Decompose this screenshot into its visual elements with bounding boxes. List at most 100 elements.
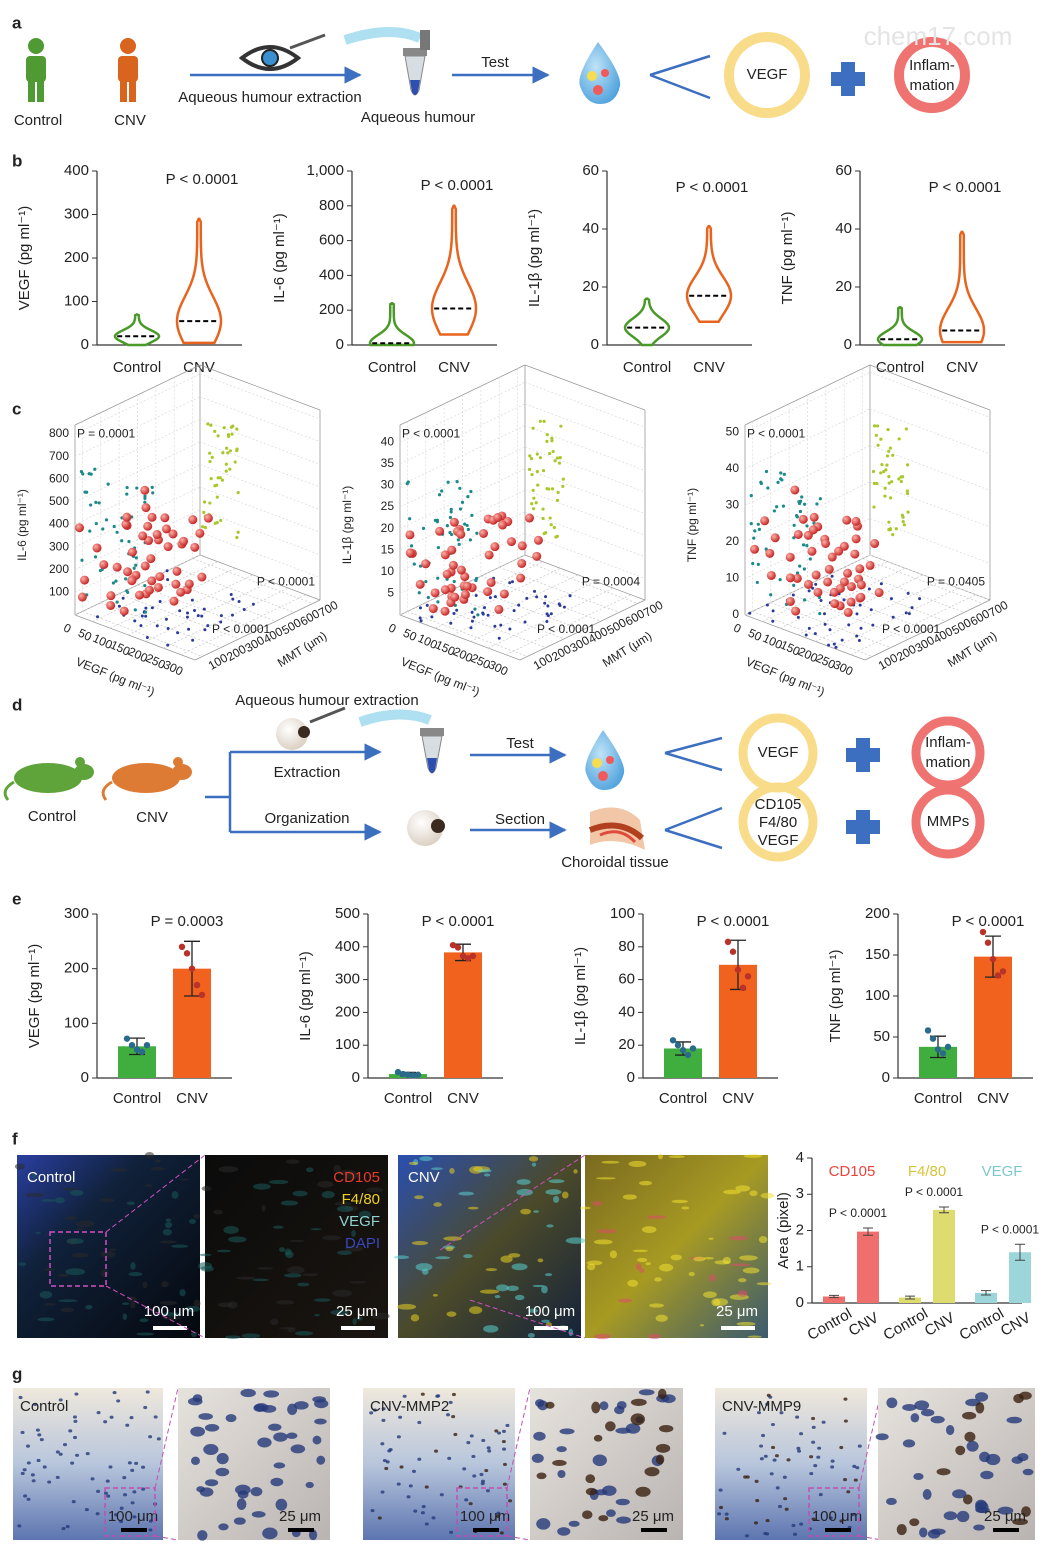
decorative-texture [886, 1497, 897, 1506]
decorative-texture [314, 1314, 320, 1317]
decorative-sphere [147, 512, 157, 522]
decorative-texture [799, 1522, 804, 1526]
decorative-texture [979, 1451, 991, 1463]
decorative-texture [743, 1475, 748, 1479]
decorative-texture [322, 1235, 342, 1241]
y-tick-label: 300 [64, 905, 89, 922]
decorative-dot [126, 590, 130, 595]
decorative-texture [197, 1530, 208, 1541]
decorative-dot [176, 631, 180, 635]
decorative-texture [466, 1441, 471, 1445]
decorative-texture [384, 1466, 389, 1471]
decorative-texture [484, 1468, 489, 1473]
decorative-texture [132, 1515, 137, 1519]
micrograph [585, 1155, 768, 1338]
p-value: P < 0.0001 [421, 177, 494, 194]
decorative-texture [632, 1249, 648, 1253]
decorative-texture [902, 1403, 917, 1411]
label: CNV [114, 112, 146, 129]
decorative-sphere [106, 591, 116, 601]
decorative-texture [292, 1190, 308, 1197]
decorative-texture [109, 1415, 114, 1419]
decorative-dot [832, 642, 836, 646]
decorative-dot [445, 524, 449, 528]
decorative-dot [497, 636, 501, 640]
decorative-texture [930, 1528, 946, 1535]
decorative-texture [193, 1213, 200, 1219]
decorative-dot [449, 621, 453, 625]
decorative-texture [843, 1397, 848, 1401]
decorative-texture [896, 1524, 907, 1536]
decorative-texture [719, 1505, 724, 1510]
grid-line [815, 581, 941, 642]
decorative-texture [312, 1435, 322, 1445]
grid-line [199, 418, 321, 465]
grid-line [524, 403, 646, 450]
decorative-dot [528, 454, 532, 458]
decorative-texture [742, 1267, 760, 1274]
decorative-texture [25, 1192, 45, 1198]
decorative-dot [88, 529, 92, 533]
decorative-dot [798, 509, 803, 514]
decorative-texture [755, 1498, 760, 1503]
decorative-texture [956, 1510, 970, 1523]
y-tick-label: 0 [882, 1069, 890, 1086]
decorative-texture [851, 1513, 856, 1517]
decorative-sphere [760, 516, 770, 526]
decorative-dot [561, 484, 565, 488]
decorative-texture [127, 1461, 132, 1465]
p-value: P < 0.0001 [697, 913, 770, 930]
y-tick-label: 400 [335, 938, 360, 955]
decorative-dot [879, 471, 883, 475]
decorative-dot [424, 579, 428, 584]
decorative-texture [520, 1208, 531, 1215]
decorative-sphere [803, 579, 813, 589]
decorative-texture [737, 1290, 748, 1297]
grid-line [844, 566, 965, 613]
decorative-dot [437, 493, 442, 497]
decorative-texture [499, 1531, 504, 1535]
decorative-dot [557, 461, 562, 465]
decorative-dot [883, 486, 887, 490]
decorative-dot [887, 449, 891, 453]
violin [938, 230, 986, 344]
decorative-texture [777, 1504, 782, 1509]
y-tick-label: 60 [582, 162, 599, 179]
decorative-texture [920, 1409, 935, 1417]
y-axis-label: Area (pixel) [775, 1192, 792, 1269]
label: Inflam- [925, 734, 971, 751]
decorative-sphere [176, 587, 186, 597]
data-point [133, 1046, 141, 1053]
decorative-dot [814, 582, 818, 586]
decorative-texture [18, 1395, 23, 1400]
data-point [469, 952, 477, 960]
grid-line [752, 611, 873, 657]
decorative-texture [193, 1299, 201, 1308]
decorative-sphere [533, 535, 543, 545]
decorative-sphere [123, 567, 133, 577]
data-point [674, 1042, 682, 1049]
decorative-dot [756, 562, 760, 567]
label: Aqueous humour extraction [235, 692, 418, 709]
decorative-texture [846, 1490, 851, 1494]
decorative-texture [305, 1481, 314, 1489]
decorative-texture [370, 1508, 375, 1513]
decorative-texture [148, 1528, 153, 1532]
decorative-texture [55, 1475, 60, 1480]
decorative-texture [811, 1440, 816, 1444]
data-point [394, 1068, 402, 1076]
y-tick-label: 400 [319, 266, 344, 283]
decorative-texture [601, 1160, 620, 1164]
decorative-texture [164, 1221, 173, 1229]
decorative-dot [132, 566, 136, 570]
decorative-texture [559, 1428, 575, 1435]
decorative-dot [221, 451, 225, 455]
decorative-sphere [450, 592, 460, 602]
error-bar [939, 1206, 949, 1214]
decorative-texture [153, 1415, 158, 1419]
decorative-texture [31, 1173, 37, 1179]
decorative-sphere [843, 607, 853, 617]
y-tick-label: 0 [352, 1069, 360, 1086]
decorative-texture [622, 1194, 637, 1200]
decorative-dot [764, 469, 769, 474]
